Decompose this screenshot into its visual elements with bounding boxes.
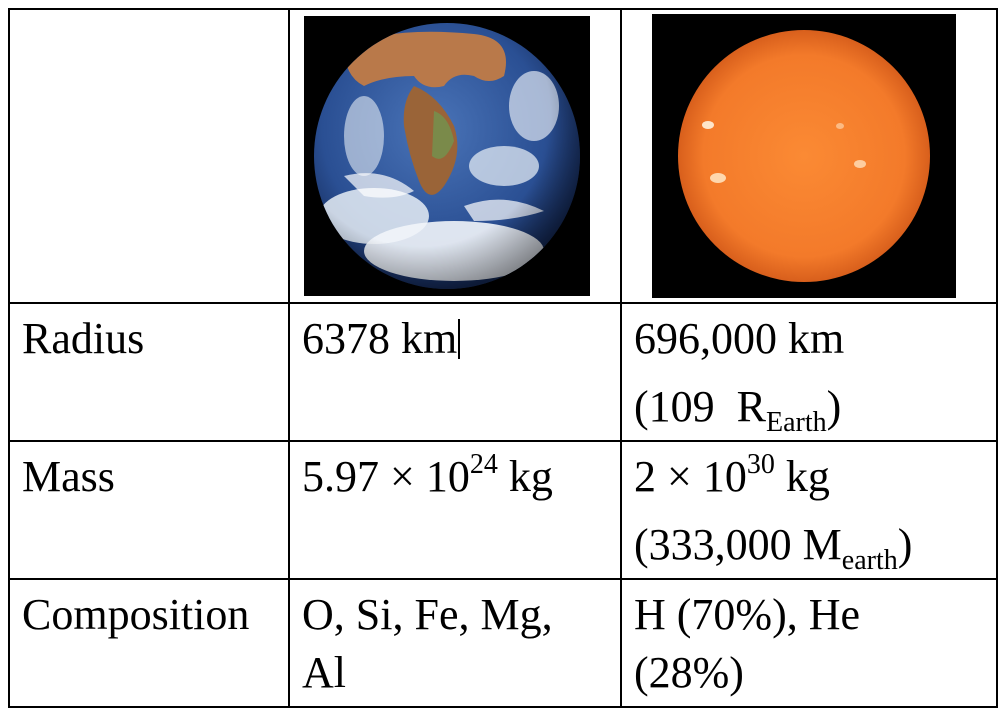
table-border-left [8,8,10,708]
sun-mass-exponent: 30 [746,449,775,480]
table-divider-row1 [8,302,998,304]
text-cursor [458,319,461,359]
earth-mass-mantissa: 5.97 × 10 [302,452,470,501]
sun-radius-relative-pre: (109 R [634,382,766,431]
sun-mass-relative-sub: earth [841,545,898,576]
sun-mass-relative-pre: (333,000 M [634,520,842,569]
label-radius: Radius [22,314,145,363]
earth-mass-value: 5.97 × 1024 kg [302,443,553,511]
sun-radius-value: 696,000 km [634,314,845,363]
earth-photo-icon [304,16,590,296]
earth-mass-unit: kg [497,452,553,501]
table-divider-row3 [8,578,998,580]
table-divider-col1 [288,8,290,708]
earth-mass-exponent: 24 [469,449,498,480]
sun-mass-unit: kg [774,452,830,501]
sun-radius-relative-post: ) [826,382,842,431]
sun-radius-relative-sub: Earth [766,407,827,438]
label-composition: Composition [22,590,250,639]
earth-image [304,16,590,296]
table-border-right [996,8,998,708]
sun-mass-relative-post: ) [897,520,913,569]
table-border-bottom [8,706,998,708]
sun-mass-value: 2 × 1030 kg [634,443,830,511]
earth-composition-line2: Al [302,648,346,697]
earth-radius-text: 6378 km [302,314,458,363]
sun-composition-line1: H (70%), He [634,590,861,639]
earth-radius-value: 6378 km [302,305,461,373]
sun-photo-icon [652,14,956,298]
earth-composition-line1: O, Si, Fe, Mg, [302,590,553,639]
table-divider-row2 [8,440,998,442]
table-divider-col2 [620,8,622,708]
sun-image [652,14,956,298]
sun-radius-relative: (109 REarth) [634,373,841,441]
table-border-top [8,8,998,10]
sun-mass-mantissa: 2 × 10 [634,452,747,501]
label-mass: Mass [22,452,115,501]
sun-mass-relative: (333,000 Mearth) [634,511,912,579]
sun-composition-line2: (28%) [634,648,744,697]
